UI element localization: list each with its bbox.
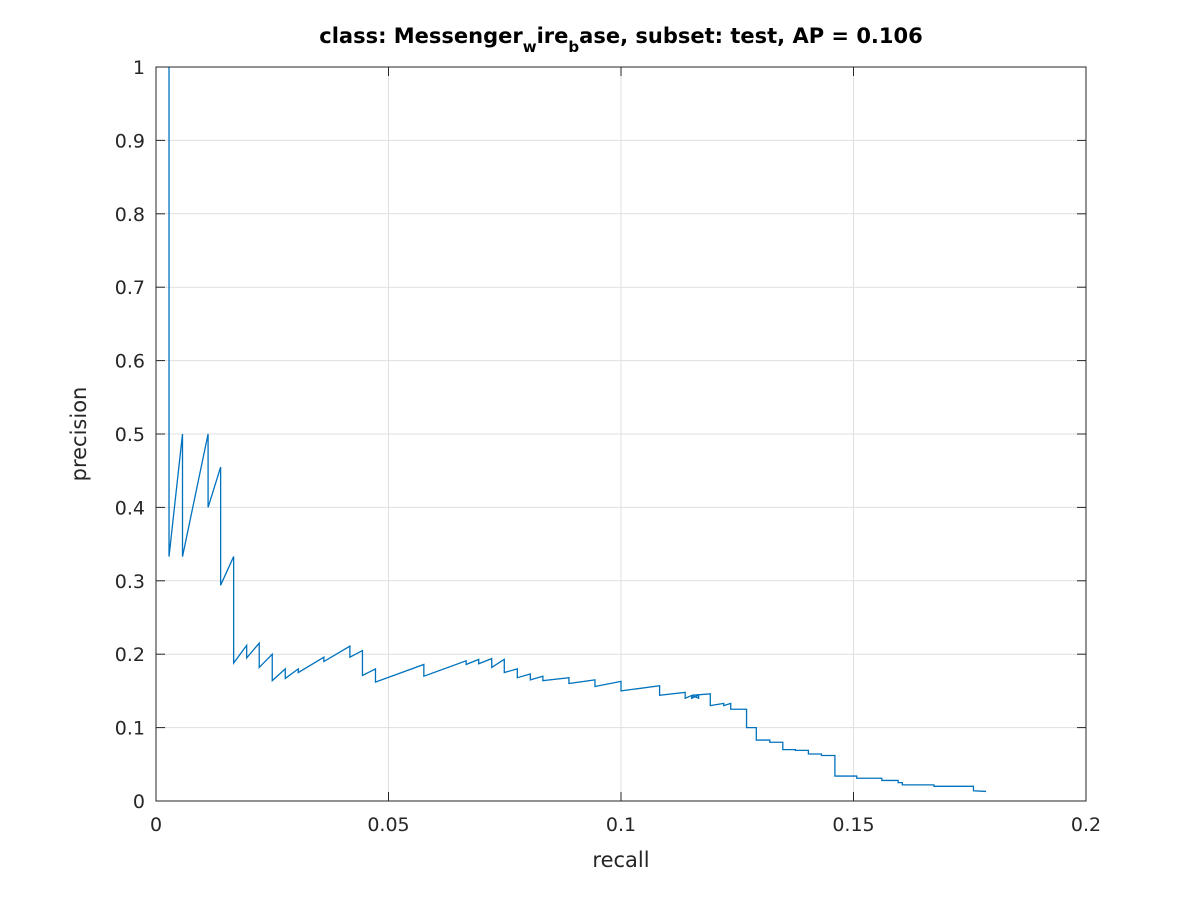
chart-title-subscript2: b — [568, 38, 579, 56]
y-tick-label: 1 — [133, 57, 145, 79]
y-axis-label: precision — [67, 387, 91, 482]
y-tick-labels: 0 0.1 0.2 0.3 0.4 0.5 0.6 0.7 0.8 0.9 1 — [115, 57, 145, 813]
y-tick-label: 0.8 — [115, 204, 145, 226]
x-axis-label: recall — [592, 848, 649, 872]
x-tick-label: 0.1 — [606, 814, 636, 836]
x-tick-label: 0.05 — [367, 814, 409, 836]
tick-marks — [155, 66, 1087, 802]
y-tick-label: 0.7 — [115, 277, 145, 299]
series-layer — [168, 67, 987, 793]
y-tick-label: 0.1 — [115, 718, 145, 740]
x-tick-labels: 0 0.05 0.1 0.15 0.2 — [150, 814, 1101, 836]
y-tick-label: 0.3 — [115, 571, 145, 593]
chart-title: class: Messengerwirebase, subset: test, … — [319, 24, 923, 56]
y-tick-label: 0.9 — [115, 130, 145, 152]
x-tick-label: 0.2 — [1071, 814, 1101, 836]
chart-title-part2: ire — [537, 24, 569, 48]
y-tick-label: 0.5 — [115, 424, 145, 446]
chart-title-subscript1: w — [523, 38, 537, 56]
x-tick-label: 0 — [150, 814, 162, 836]
y-tick-label: 0.4 — [115, 497, 145, 519]
y-tick-label: 0 — [133, 791, 145, 813]
y-tick-label: 0.2 — [115, 644, 145, 666]
chart-title-part3: ase, subset: test, AP = 0.106 — [579, 24, 923, 48]
chart-title-part1: class: Messenger — [319, 24, 523, 48]
y-tick-label: 0.6 — [115, 351, 145, 373]
precision-recall-line — [168, 67, 987, 793]
grid-lines — [155, 66, 1087, 802]
x-tick-label: 0.15 — [832, 814, 874, 836]
